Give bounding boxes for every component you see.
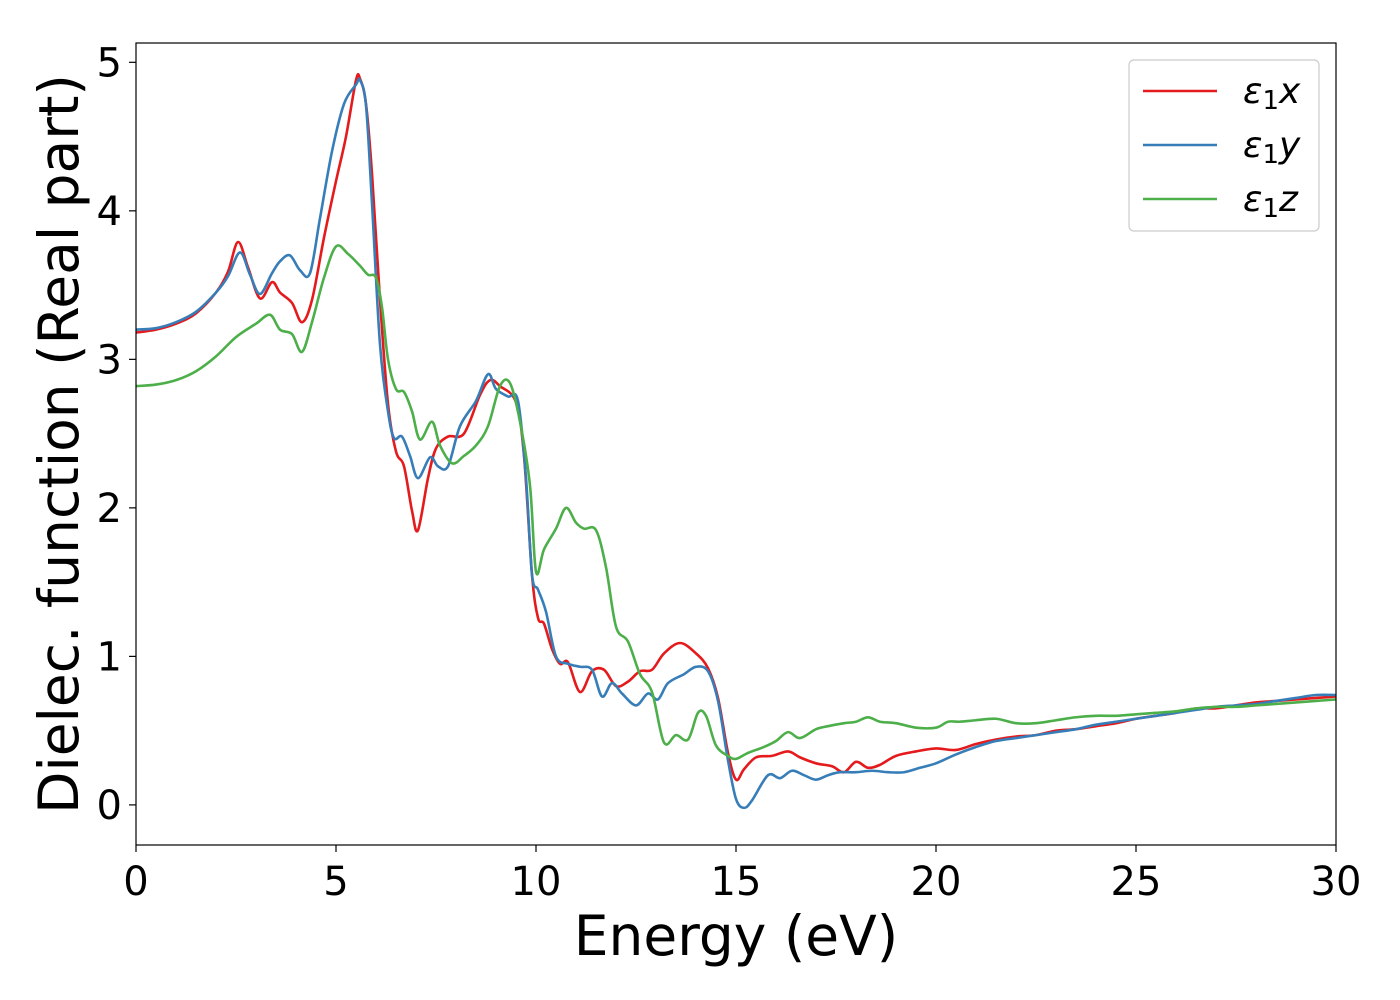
y-tick-label: 4 [97, 189, 122, 235]
x-tick-label: 0 [123, 859, 148, 905]
x-tick-label: 5 [323, 859, 348, 905]
y-tick-label: 3 [97, 337, 122, 383]
series-line-z [136, 244, 1336, 761]
y-tick-label: 2 [97, 486, 122, 532]
y-tick-label: 1 [97, 634, 122, 680]
legend-label-x: ε1x [1243, 71, 1301, 116]
y-axis-ticks: 0 1 2 3 4 5 [97, 40, 136, 829]
x-axis-label: Energy (eV) [574, 904, 898, 968]
x-tick-label: 10 [511, 859, 562, 905]
y-tick-label: 0 [97, 783, 122, 829]
y-axis-label: Dielec. function (Real part) [27, 74, 91, 814]
x-tick-label: 25 [1111, 859, 1162, 905]
legend-box [1128, 59, 1320, 232]
series-line-y [136, 77, 1336, 810]
legend-label-z: ε1z [1243, 179, 1299, 224]
legend-label-y: ε1y [1243, 125, 1301, 170]
x-tick-label: 20 [911, 859, 962, 905]
x-tick-label: 15 [711, 859, 762, 905]
legend: ε1x ε1y ε1z [1128, 59, 1320, 232]
series-layer [136, 72, 1336, 810]
x-tick-label: 30 [1311, 859, 1362, 905]
x-axis-ticks: 0 5 10 15 20 25 30 [123, 845, 1361, 905]
y-tick-label: 5 [97, 40, 122, 86]
